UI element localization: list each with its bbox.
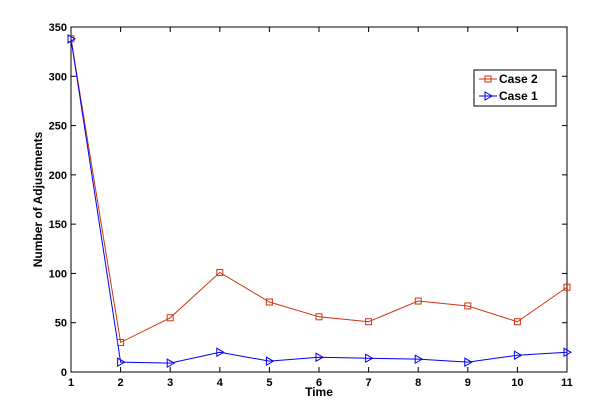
point-case-2-4 <box>216 268 224 276</box>
y-tick-label-350: 350 <box>49 22 67 34</box>
point-case-1-8 <box>414 354 424 365</box>
y-tick-label-200: 200 <box>49 170 67 182</box>
y-tick-label-300: 300 <box>49 71 67 83</box>
point-case-2-5 <box>265 298 273 306</box>
point-case-1-2 <box>117 357 126 368</box>
x-tick-label-8: 8 <box>415 377 421 389</box>
x-tick-label-10: 10 <box>511 377 523 389</box>
y-axis-label: Number of Adjustments <box>31 131 45 267</box>
point-case-1-1 <box>67 33 77 44</box>
legend-label-case-2: Case 2 <box>499 72 538 86</box>
point-case-2-6 <box>315 313 323 321</box>
point-case-1-10 <box>513 350 523 361</box>
x-tick-label-5: 5 <box>266 377 272 389</box>
series-lines-group <box>70 38 568 364</box>
x-tick-label-7: 7 <box>366 377 372 389</box>
x-tick-label-11: 11 <box>561 377 573 389</box>
point-case-2-8 <box>414 297 422 305</box>
series-line-case-1 <box>70 38 568 364</box>
point-case-2-7 <box>365 318 373 326</box>
x-tick-label-6: 6 <box>316 377 322 389</box>
y-tick-label-50: 50 <box>55 318 67 330</box>
x-tick-label-1: 1 <box>68 377 74 389</box>
point-case-2-10 <box>513 318 521 326</box>
legend-marker-case-1 <box>484 91 494 101</box>
legend-marker-case-2 <box>484 75 492 83</box>
point-case-2-9 <box>464 302 472 310</box>
x-tick-label-9: 9 <box>465 377 471 389</box>
series-markers-group <box>67 33 573 368</box>
y-tick-label-100: 100 <box>49 268 67 280</box>
y-tick-label-0: 0 <box>61 367 67 379</box>
x-tick-label-2: 2 <box>118 377 124 389</box>
series-line-case-2 <box>70 38 568 344</box>
y-tick-label-150: 150 <box>49 219 67 231</box>
point-case-1-7 <box>365 353 374 364</box>
point-case-2-2 <box>117 338 125 346</box>
point-case-2-11 <box>563 283 571 291</box>
point-case-1-11 <box>563 347 573 358</box>
point-case-1-4 <box>216 347 225 358</box>
x-tick-label-3: 3 <box>167 377 173 389</box>
ticks-group: 1 2 3 4 5 6 7 8 9 10 11 0 50 100 150 200 250 300 350 <box>49 22 573 389</box>
point-case-1-9 <box>464 357 473 368</box>
point-case-1-3 <box>166 358 176 368</box>
legend-label-case-1: Case 1 <box>499 89 538 103</box>
point-case-1-6 <box>315 352 325 363</box>
y-tick-label-250: 250 <box>49 121 67 133</box>
x-axis-label: Time <box>305 385 333 399</box>
point-case-2-3 <box>166 314 174 322</box>
legend: Case 2 Case 1 <box>473 69 557 107</box>
x-tick-label-4: 4 <box>217 377 224 389</box>
point-case-1-5 <box>265 356 275 367</box>
